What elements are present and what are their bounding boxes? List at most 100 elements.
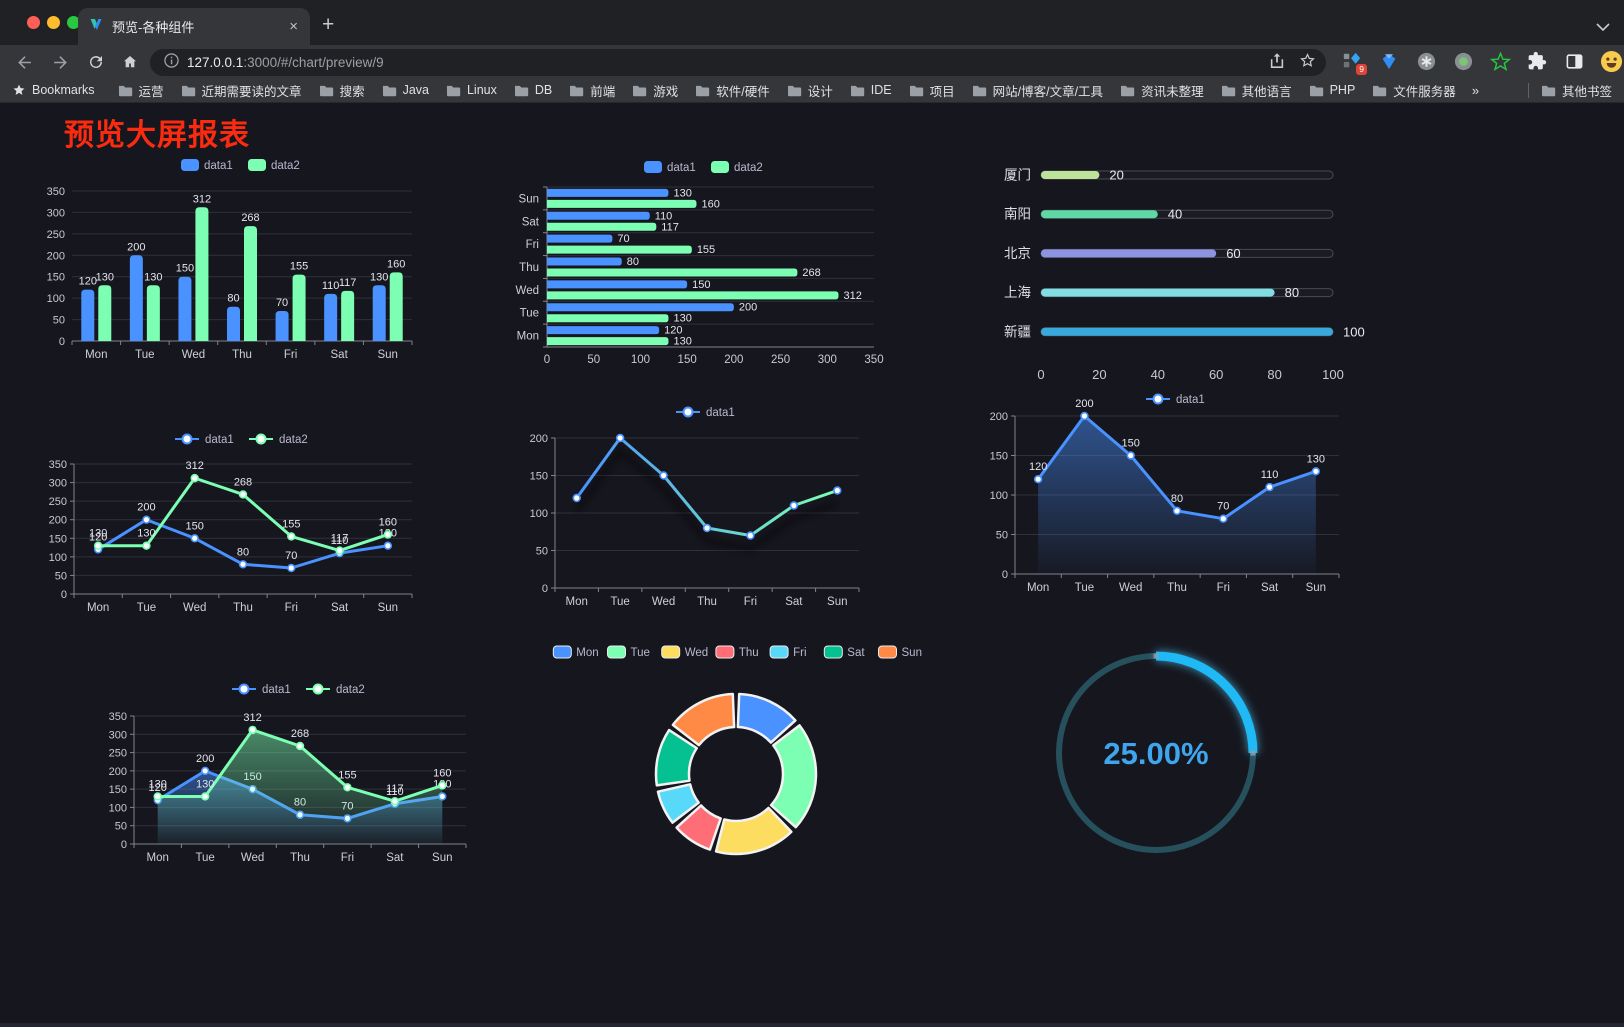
bar-data2-Sat bbox=[547, 222, 657, 231]
extension-grid-icon[interactable]: 9 bbox=[1340, 49, 1367, 75]
home-button[interactable] bbox=[118, 50, 142, 74]
close-window-button[interactable] bbox=[27, 16, 40, 29]
legend-item-data1[interactable]: data1 bbox=[644, 161, 696, 174]
legend-item-data1[interactable]: data1 bbox=[175, 433, 234, 446]
legend-item-data2[interactable]: data2 bbox=[711, 161, 763, 174]
maximize-window-button[interactable] bbox=[67, 16, 80, 29]
folder-icon bbox=[181, 85, 195, 96]
legend-item-data1[interactable]: data1 bbox=[1146, 393, 1205, 406]
legend-item-Sat[interactable]: Sat bbox=[823, 645, 865, 659]
legend-item-Mon[interactable]: Mon bbox=[552, 645, 599, 659]
browser-tab[interactable]: 预览-各种组件 × bbox=[78, 8, 310, 45]
bookmark-folder-label: IDE bbox=[870, 83, 892, 97]
legend-item-Thu[interactable]: Thu bbox=[715, 645, 759, 659]
legend-item-Tue[interactable]: Tue bbox=[607, 645, 650, 659]
legend-item-data2[interactable]: data2 bbox=[306, 683, 365, 696]
bookmark-folder-0[interactable]: 运营 bbox=[118, 81, 164, 100]
dot-extension-icon[interactable] bbox=[1451, 49, 1475, 73]
folder-icon bbox=[570, 85, 584, 96]
bookmark-folder-6[interactable]: 前端 bbox=[569, 81, 615, 100]
bookmark-folder-8[interactable]: 软件/硬件 bbox=[695, 81, 770, 100]
page-bottom-border bbox=[0, 1023, 1624, 1027]
bookmarks-overflow-chevron[interactable]: » bbox=[1471, 82, 1480, 98]
other-bookmarks-folder[interactable]: 其他书签 bbox=[1541, 81, 1612, 100]
svg-text:110: 110 bbox=[386, 786, 404, 798]
svg-text:0: 0 bbox=[542, 583, 548, 595]
bookmarks-manager[interactable]: Bookmarks bbox=[12, 83, 95, 97]
site-info-icon[interactable] bbox=[164, 52, 179, 73]
tab-close-icon[interactable]: × bbox=[289, 18, 298, 35]
pie-slice-Thu[interactable] bbox=[675, 804, 722, 851]
bookmark-folder-3[interactable]: Java bbox=[382, 83, 429, 97]
bookmark-folder-label: 搜索 bbox=[339, 84, 365, 99]
legend-item-Sun[interactable]: Sun bbox=[878, 645, 922, 659]
bookmark-folder-12[interactable]: 网站/博客/文章/工具 bbox=[972, 81, 1103, 100]
extensions-puzzle-icon[interactable] bbox=[1525, 49, 1549, 73]
bookmark-star-icon[interactable] bbox=[1299, 52, 1316, 74]
svg-text:160: 160 bbox=[433, 767, 451, 779]
bookmark-folder-15[interactable]: PHP bbox=[1309, 83, 1355, 97]
back-button[interactable] bbox=[12, 50, 36, 74]
share-icon[interactable] bbox=[1269, 52, 1285, 74]
svg-text:130: 130 bbox=[673, 313, 691, 325]
svg-text:200: 200 bbox=[127, 241, 145, 253]
forward-button[interactable] bbox=[48, 50, 72, 74]
bookmark-folder-7[interactable]: 游戏 bbox=[632, 81, 678, 100]
bookmark-folder-10[interactable]: IDE bbox=[850, 83, 892, 97]
tab-search-chevron-icon[interactable] bbox=[1596, 18, 1610, 36]
bookmark-folder-11[interactable]: 项目 bbox=[909, 81, 955, 100]
bookmark-folder-16[interactable]: 文件服务器 bbox=[1372, 81, 1456, 100]
chart-progress-ring: 25.00% bbox=[1040, 631, 1280, 883]
folder-icon bbox=[382, 85, 396, 96]
pie-slice-Wed[interactable] bbox=[714, 806, 793, 856]
svg-text:Sat: Sat bbox=[847, 647, 865, 659]
svg-text:Sat: Sat bbox=[386, 852, 404, 864]
pie-slice-Sun[interactable] bbox=[671, 692, 736, 747]
bookmark-folder-5[interactable]: DB bbox=[514, 83, 552, 97]
legend-item-Wed[interactable]: Wed bbox=[661, 645, 708, 659]
bookmark-folder-label: DB bbox=[534, 83, 553, 97]
bookmark-folder-14[interactable]: 其他语言 bbox=[1221, 81, 1292, 100]
minimize-window-button[interactable] bbox=[47, 16, 60, 29]
bar-data1-Fri bbox=[547, 234, 613, 243]
bookmark-folder-4[interactable]: Linux bbox=[446, 83, 497, 97]
series-data2: 130 130 312 268 155 117 160 bbox=[149, 712, 451, 806]
profile-avatar[interactable] bbox=[1599, 49, 1623, 73]
side-panel-icon[interactable] bbox=[1562, 49, 1586, 73]
legend-item-Fri[interactable]: Fri bbox=[769, 645, 807, 659]
pie-slice-Sat[interactable] bbox=[654, 728, 698, 787]
folder-icon bbox=[118, 85, 132, 96]
legend-item-data1[interactable]: data1 bbox=[232, 683, 291, 696]
address-bar[interactable]: 127.0.0.1:3000/#/chart/preview/9 bbox=[150, 49, 1326, 76]
svg-text:155: 155 bbox=[282, 518, 300, 530]
svg-text:Mon: Mon bbox=[1027, 582, 1049, 594]
pie-slice-Fri[interactable] bbox=[656, 783, 700, 824]
pie-slice-Tue[interactable] bbox=[769, 724, 818, 829]
svg-text:上海: 上海 bbox=[1004, 285, 1031, 300]
star-extension-icon[interactable] bbox=[1488, 49, 1512, 73]
bookmark-folder-1[interactable]: 近期需要读的文章 bbox=[181, 81, 302, 100]
chart-gradient-line: 0 50 100 150 200 Mon Tue Wed Thu Fri Sat Sun data1 bbox=[505, 396, 905, 611]
svg-text:70: 70 bbox=[285, 550, 297, 562]
legend-item-data1[interactable]: data1 bbox=[181, 159, 233, 172]
svg-text:80: 80 bbox=[237, 546, 249, 558]
svg-text:312: 312 bbox=[243, 712, 261, 724]
bookmark-folder-2[interactable]: 搜索 bbox=[319, 81, 365, 100]
bar-data2-Wed bbox=[547, 291, 839, 300]
asterisk-extension-icon[interactable] bbox=[1414, 49, 1438, 73]
legend-item-data1[interactable]: data1 bbox=[676, 406, 735, 419]
svg-text:Wed: Wed bbox=[516, 285, 539, 297]
folder-icon bbox=[633, 85, 647, 96]
legend-item-data2[interactable]: data2 bbox=[248, 159, 300, 172]
gem-extension-icon[interactable] bbox=[1377, 49, 1401, 73]
chart-grouped-bar: 0 50 100 150 200 250 300 350 Mon Tue Wed Thu Fri Sat S… bbox=[40, 151, 420, 366]
bookmark-folder-9[interactable]: 设计 bbox=[787, 81, 833, 100]
pie-slice-Mon[interactable] bbox=[736, 692, 797, 744]
bookmark-folder-13[interactable]: 资讯未整理 bbox=[1120, 81, 1204, 100]
svg-text:80: 80 bbox=[1267, 367, 1281, 382]
svg-text:350: 350 bbox=[49, 459, 67, 471]
reload-button[interactable] bbox=[84, 50, 108, 74]
new-tab-button[interactable]: + bbox=[322, 13, 335, 36]
legend-item-data2[interactable]: data2 bbox=[249, 433, 308, 446]
svg-text:Thu: Thu bbox=[290, 852, 310, 864]
